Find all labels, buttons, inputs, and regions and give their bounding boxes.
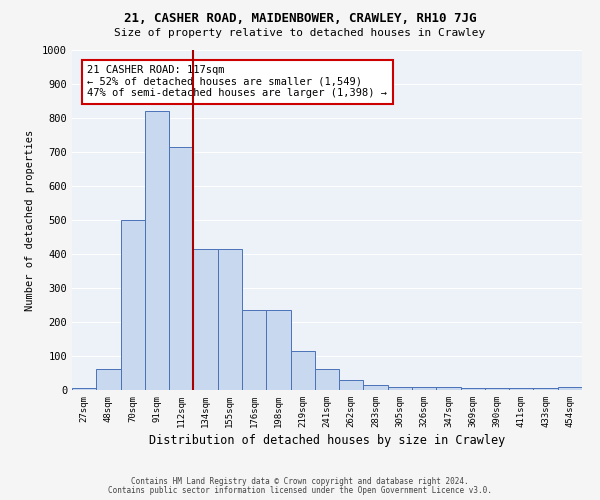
Bar xyxy=(266,310,290,390)
Bar xyxy=(193,249,218,390)
Bar xyxy=(509,388,533,390)
Text: 21, CASHER ROAD, MAIDENBOWER, CRAWLEY, RH10 7JG: 21, CASHER ROAD, MAIDENBOWER, CRAWLEY, R… xyxy=(124,12,476,26)
Bar xyxy=(121,220,145,390)
X-axis label: Distribution of detached houses by size in Crawley: Distribution of detached houses by size … xyxy=(149,434,505,447)
Text: Size of property relative to detached houses in Crawley: Size of property relative to detached ho… xyxy=(115,28,485,38)
Bar xyxy=(96,369,121,390)
Bar xyxy=(315,369,339,390)
Bar xyxy=(412,386,436,390)
Text: Contains HM Land Registry data © Crown copyright and database right 2024.: Contains HM Land Registry data © Crown c… xyxy=(131,477,469,486)
Bar xyxy=(436,386,461,390)
Bar xyxy=(72,388,96,390)
Bar xyxy=(364,385,388,390)
Text: Contains public sector information licensed under the Open Government Licence v3: Contains public sector information licen… xyxy=(108,486,492,495)
Bar xyxy=(339,380,364,390)
Bar xyxy=(485,388,509,390)
Bar xyxy=(169,147,193,390)
Bar xyxy=(533,388,558,390)
Bar xyxy=(461,388,485,390)
Bar xyxy=(388,386,412,390)
Text: 21 CASHER ROAD: 117sqm
← 52% of detached houses are smaller (1,549)
47% of semi-: 21 CASHER ROAD: 117sqm ← 52% of detached… xyxy=(88,66,388,98)
Y-axis label: Number of detached properties: Number of detached properties xyxy=(25,130,35,310)
Bar xyxy=(558,386,582,390)
Bar xyxy=(290,351,315,390)
Bar xyxy=(242,310,266,390)
Bar xyxy=(145,111,169,390)
Bar xyxy=(218,249,242,390)
